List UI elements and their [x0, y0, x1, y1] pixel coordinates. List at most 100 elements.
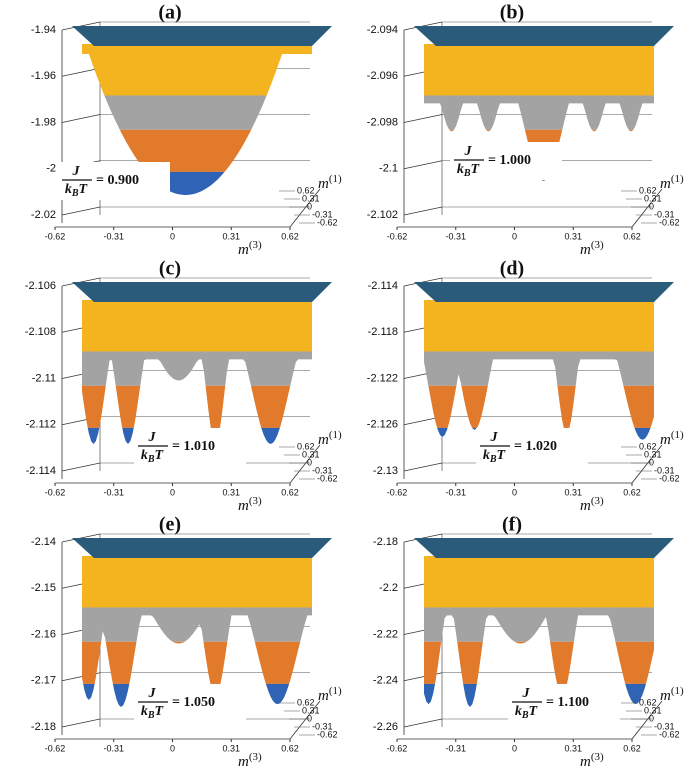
z-tick-label: -2.2 [379, 582, 398, 594]
top-plane [414, 26, 674, 46]
annotation-num: J [72, 164, 81, 179]
z-tick-label: -2.122 [367, 372, 398, 384]
annotation-value: = 1.020 [514, 439, 557, 454]
text-part: (1) [329, 429, 342, 441]
text-part: B [71, 188, 79, 199]
z-tick-label: -2.112 [26, 419, 56, 431]
grid-line [61, 114, 101, 123]
grid-line [403, 718, 443, 728]
annotation-den: kBT [141, 448, 165, 465]
x-tick-label: 0 [170, 487, 175, 497]
y-tick-label: 0 [649, 713, 654, 723]
text-part: k [141, 448, 148, 463]
text-part: k [65, 182, 72, 197]
y-tick-label: 0.31 [644, 449, 662, 459]
z-tick-label: -2.126 [367, 419, 398, 431]
text-part: T [529, 704, 539, 719]
z-tick-label: -2.22 [373, 628, 398, 640]
y-tick-label: -0.62 [317, 217, 338, 227]
text-part: B [489, 454, 497, 465]
x-tick-label: -0.31 [103, 743, 124, 753]
text-part: T [497, 448, 507, 463]
z-tick-label: -2.096 [367, 70, 398, 82]
x-tick-label: 0 [512, 743, 517, 753]
z-tick-label: -2.114 [368, 280, 398, 292]
text-part: (3) [249, 239, 262, 251]
surface-band [82, 351, 312, 386]
y-axis [289, 188, 321, 228]
grid-line [61, 718, 101, 728]
x-tick-label: 0 [512, 487, 517, 497]
y-tick-label: -0.31 [654, 209, 675, 219]
annotation-den: kBT [457, 162, 481, 179]
text-part: (3) [249, 751, 262, 763]
y-axis-label: m(1) [660, 685, 684, 705]
text-part: m [238, 754, 249, 768]
text-part: B [147, 710, 155, 721]
z-tick-label: -2.26 [373, 721, 398, 733]
text-part: B [147, 454, 155, 465]
y-tick-label: 0 [649, 201, 654, 211]
x-tick-label: 0.31 [564, 487, 582, 497]
y-axis [289, 700, 321, 740]
x-axis-label: m(3) [580, 239, 604, 259]
surface-band [82, 95, 312, 130]
text-part: T [79, 182, 89, 197]
x-tick-label: 0 [170, 231, 175, 241]
x-tick-label: -0.62 [45, 743, 66, 753]
annotation-box [508, 684, 620, 722]
z-tick-label: -1.96 [31, 70, 56, 82]
panel: (e)-2.14-2.15-2.16-2.17-2.18-0.62 -0.31 0 0… [31, 514, 342, 768]
y-axis-label: m(1) [318, 173, 342, 193]
grid-line [403, 206, 443, 216]
z-tick-label: -2.24 [373, 675, 398, 687]
y-axis-label: m(1) [660, 173, 684, 193]
z-tick-label: -2 [46, 163, 56, 175]
text-part: B [463, 168, 471, 179]
text-part: k [515, 704, 522, 719]
surface-band [424, 641, 654, 684]
surface-band [82, 44, 312, 96]
panel: (f)-2.18-2.2-2.22-2.24-2.26-0.62 -0.31 0 0.… [373, 514, 684, 768]
z-tick-label: -2.02 [31, 209, 56, 221]
surface-band [424, 385, 654, 428]
annotation-box [476, 428, 588, 466]
z-tick-label: -2.14 [31, 536, 56, 548]
panel: (c)-2.106-2.108-2.11-2.112-2.114-0.62 -0.… [25, 258, 342, 515]
surface-band [424, 95, 654, 130]
x-tick-label: 0.62 [281, 231, 299, 241]
text-part: m [318, 432, 329, 448]
text-part: m [660, 688, 671, 704]
text-part: m [318, 688, 329, 704]
y-tick-label: -0.31 [312, 209, 333, 219]
text-part: m [580, 498, 591, 514]
text-part: m [238, 498, 249, 514]
panel-label: (c) [159, 258, 181, 280]
y-tick-label: 0.31 [302, 193, 320, 203]
panel: (d)-2.114-2.118-2.122-2.126-2.13-0.62 -0.… [367, 258, 684, 515]
text-part: (1) [329, 685, 342, 697]
y-tick-label: 0 [307, 713, 312, 723]
text-part: T [471, 162, 481, 177]
annotation-value: = 1.100 [546, 695, 589, 710]
panel-label: (d) [500, 258, 524, 280]
z-tick-label: -2.1 [379, 163, 398, 175]
y-tick-label: -0.62 [659, 217, 680, 227]
annotation-box [134, 428, 246, 466]
surface-band [82, 556, 312, 608]
grid-line [61, 67, 101, 77]
panel-label: (f) [502, 514, 522, 536]
grid-line [403, 114, 443, 123]
top-plane [72, 538, 332, 558]
text-part: T [155, 448, 165, 463]
x-tick-label: -0.31 [445, 487, 466, 497]
x-tick-label: -0.62 [45, 487, 66, 497]
x-tick-label: -0.62 [387, 487, 408, 497]
x-axis-label: m(3) [238, 239, 262, 259]
x-tick-label: -0.62 [45, 231, 66, 241]
text-part: (3) [591, 495, 604, 507]
z-tick-label: -2.17 [31, 675, 56, 687]
y-tick-label: 0.31 [302, 705, 320, 715]
z-tick-label: -2.18 [373, 536, 398, 548]
surface-band [82, 641, 312, 684]
